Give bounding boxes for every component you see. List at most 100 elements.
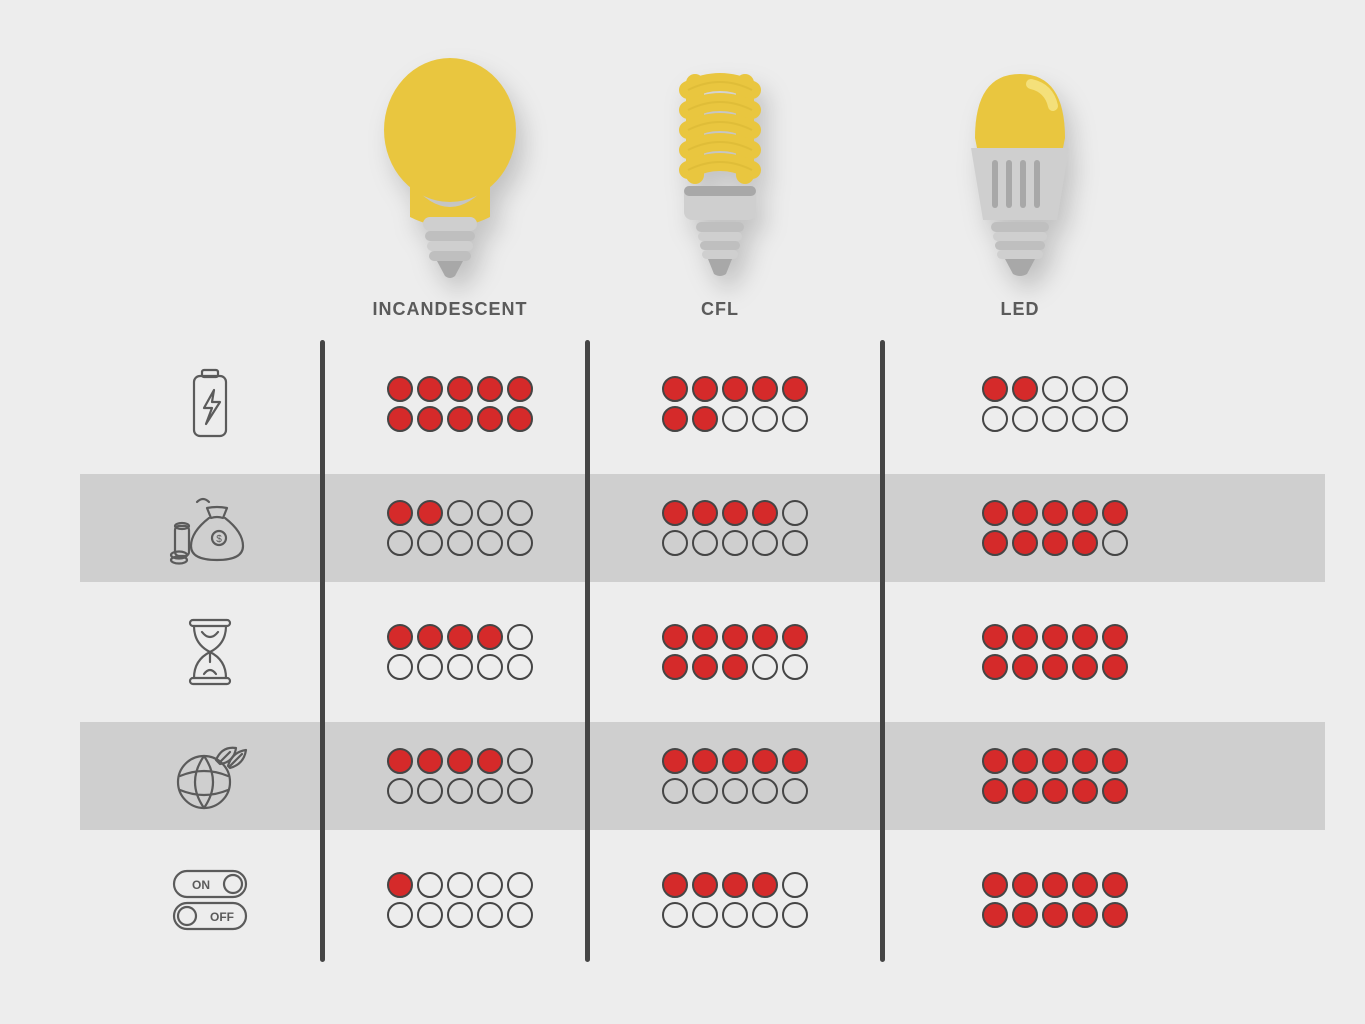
score-dot [692, 624, 718, 650]
score-dot [477, 500, 503, 526]
score-dot [722, 654, 748, 680]
score-dot [692, 530, 718, 556]
score-dot [1072, 500, 1098, 526]
score-dot [722, 902, 748, 928]
onoff-icon: ON OFF [150, 846, 270, 954]
hourglass-icon [150, 598, 270, 706]
score-dot [1072, 902, 1098, 928]
score-dot [1102, 406, 1128, 432]
score-dot [507, 902, 533, 928]
score-dot [692, 748, 718, 774]
score-dot [982, 654, 1008, 680]
column-divider-0 [320, 340, 325, 962]
score-dot [447, 902, 473, 928]
score-dot [507, 624, 533, 650]
score-dot [387, 748, 413, 774]
svg-text:$: $ [216, 534, 222, 545]
score-dot [722, 748, 748, 774]
score-eco-incandescent [385, 746, 535, 806]
score-dot [387, 624, 413, 650]
score-dot [507, 376, 533, 402]
svg-text:ON: ON [192, 878, 210, 892]
score-dot [722, 500, 748, 526]
score-dot [447, 500, 473, 526]
score-dot [447, 376, 473, 402]
score-energy-cfl [660, 374, 810, 434]
column-divider-1 [585, 340, 590, 962]
score-dot [1072, 654, 1098, 680]
score-dot [1012, 530, 1038, 556]
incandescent-label: INCANDESCENT [372, 299, 527, 320]
score-dot [1102, 748, 1128, 774]
score-dot [662, 624, 688, 650]
score-dot [507, 500, 533, 526]
score-dot [752, 778, 778, 804]
score-dot [1072, 406, 1098, 432]
led-bulb-icon [945, 52, 1095, 287]
score-dot [447, 748, 473, 774]
globe-icon [150, 722, 270, 830]
score-dot [982, 530, 1008, 556]
score-warmup-cfl [660, 622, 810, 682]
incandescent-bulb-icon [365, 52, 535, 287]
score-dot [477, 624, 503, 650]
score-dot [1012, 748, 1038, 774]
score-dot [417, 376, 443, 402]
score-dot [507, 530, 533, 556]
score-dot [722, 778, 748, 804]
score-dot [417, 500, 443, 526]
score-dot [1072, 748, 1098, 774]
score-dot [477, 778, 503, 804]
score-dot [1102, 872, 1128, 898]
money-icon: $ [150, 474, 270, 582]
score-dot [752, 654, 778, 680]
score-dot [387, 654, 413, 680]
score-dot [982, 500, 1008, 526]
score-dot [662, 500, 688, 526]
score-dot [982, 376, 1008, 402]
led-label: LED [1001, 299, 1040, 320]
score-dot [507, 872, 533, 898]
score-dot [662, 872, 688, 898]
score-switching-cfl [660, 870, 810, 930]
score-dot [982, 778, 1008, 804]
score-dot [752, 748, 778, 774]
score-dot [692, 500, 718, 526]
score-dot [507, 748, 533, 774]
score-dot [1042, 376, 1068, 402]
score-dot [477, 376, 503, 402]
score-dot [1012, 778, 1038, 804]
score-dot [417, 748, 443, 774]
score-dot [1012, 376, 1038, 402]
score-dot [782, 500, 808, 526]
score-dot [477, 872, 503, 898]
score-dot [447, 530, 473, 556]
score-dot [507, 406, 533, 432]
score-dot [1102, 530, 1128, 556]
score-dot [1072, 530, 1098, 556]
score-dot [1042, 902, 1068, 928]
score-dot [1102, 376, 1128, 402]
score-dot [982, 406, 1008, 432]
score-dot [752, 376, 778, 402]
score-eco-led [980, 746, 1130, 806]
score-dot [477, 530, 503, 556]
score-dot [417, 778, 443, 804]
score-dot [1012, 406, 1038, 432]
score-dot [782, 778, 808, 804]
score-dot [1042, 778, 1068, 804]
score-eco-cfl [660, 746, 810, 806]
score-dot [417, 872, 443, 898]
led-bulb-header: LED [890, 30, 1150, 320]
score-dot [417, 624, 443, 650]
score-dot [417, 530, 443, 556]
score-dot [982, 902, 1008, 928]
score-switching-led [980, 870, 1130, 930]
score-dot [417, 654, 443, 680]
score-dot [982, 748, 1008, 774]
score-dot [417, 406, 443, 432]
score-dot [1042, 748, 1068, 774]
score-cost-led [980, 498, 1130, 558]
score-dot [1072, 872, 1098, 898]
score-dot [692, 406, 718, 432]
